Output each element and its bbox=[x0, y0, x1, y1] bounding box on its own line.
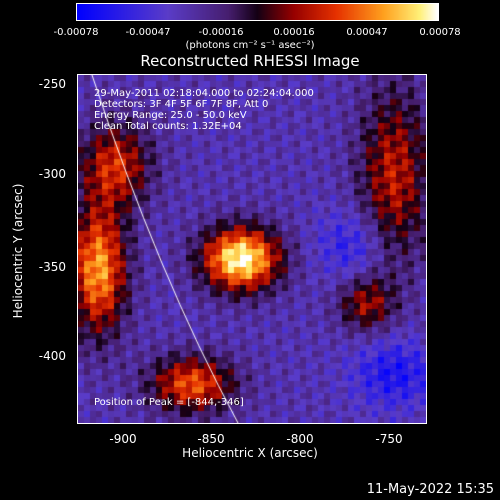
colorbar-tick: -0.00078 bbox=[53, 27, 99, 38]
time-range-text: 29-May-2011 02:18:04.000 to 02:24:04.000 bbox=[94, 88, 314, 99]
y-tick-label: -300 bbox=[38, 167, 66, 181]
x-axis-label: Heliocentric X (arcsec) bbox=[182, 446, 318, 460]
peak-position-text: Position of Peak = [-844,-346] bbox=[94, 397, 244, 408]
image-title: Reconstructed RHESSI Image bbox=[140, 52, 360, 70]
y-axis-label: Heliocentric Y (arcsec) bbox=[11, 183, 25, 319]
energy-range-text: Energy Range: 25.0 - 50.0 keV bbox=[94, 110, 247, 121]
rhessi-image-panel bbox=[77, 74, 427, 424]
y-tick-label: -400 bbox=[38, 349, 66, 363]
x-tick-label: -850 bbox=[197, 432, 225, 446]
colorbar bbox=[76, 3, 439, 21]
colorbar-tick: -0.00047 bbox=[125, 27, 171, 38]
x-tick-label: -800 bbox=[286, 432, 314, 446]
rhessi-heatmap bbox=[78, 75, 426, 423]
x-tick-label: -900 bbox=[109, 432, 137, 446]
x-tick-label: -750 bbox=[375, 432, 403, 446]
y-tick-label: -250 bbox=[38, 77, 66, 91]
colorbar-tick: -0.00016 bbox=[198, 27, 244, 38]
detectors-text: Detectors: 3F 4F 5F 6F 7F 8F, Att 0 bbox=[94, 99, 269, 110]
colorbar-tick: 0.00016 bbox=[273, 27, 315, 38]
y-tick-label: -350 bbox=[38, 260, 66, 274]
colorbar-tick: 0.00078 bbox=[419, 27, 461, 38]
clean-counts-text: Clean Total counts: 1.32E+04 bbox=[94, 121, 242, 132]
generation-date: 11-May-2022 15:35 bbox=[366, 482, 494, 497]
colorbar-tick: 0.00047 bbox=[346, 27, 388, 38]
colorbar-units: (photons cm⁻² s⁻¹ asec⁻²) bbox=[185, 40, 315, 51]
